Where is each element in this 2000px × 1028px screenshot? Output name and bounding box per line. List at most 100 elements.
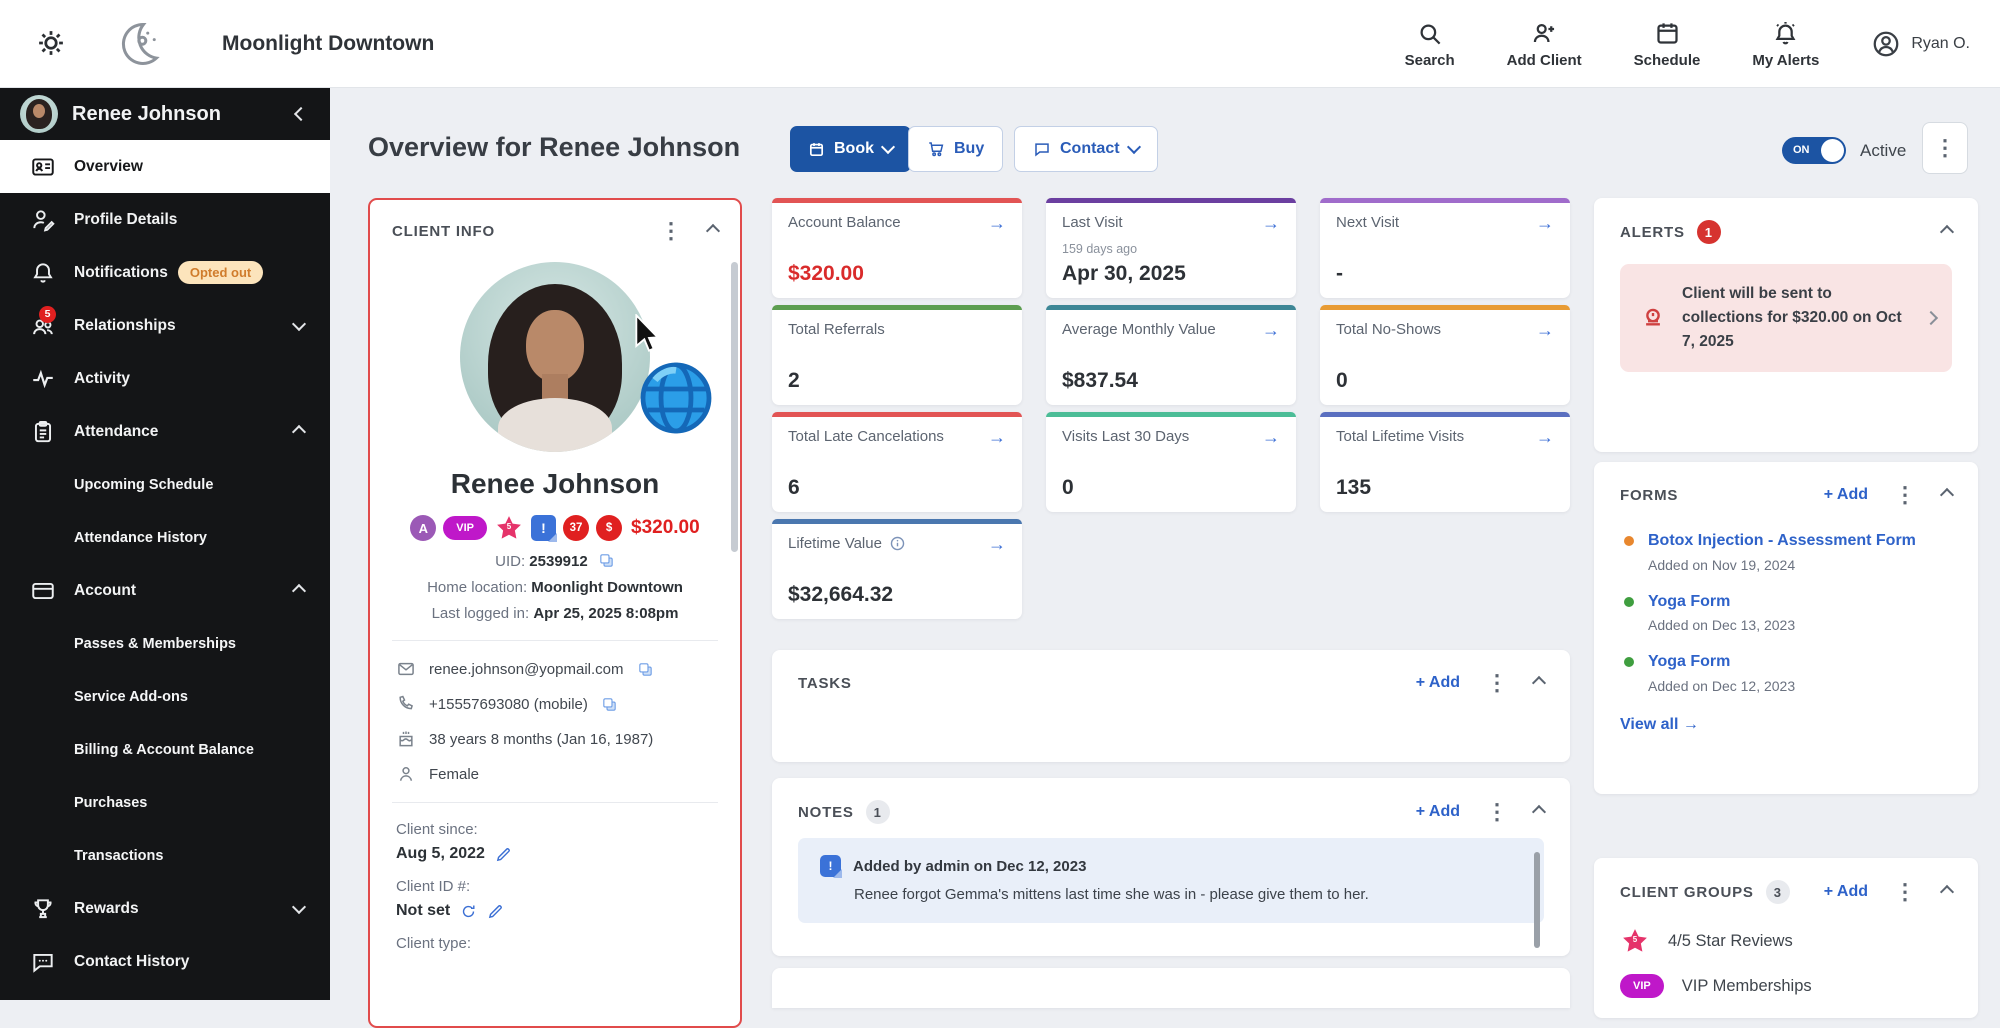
sidebar-item-overview[interactable]: Overview: [0, 140, 330, 193]
sidebar-item-profile-details[interactable]: Profile Details: [0, 193, 330, 246]
client-photo: [460, 262, 650, 452]
arrow-right-icon[interactable]: →: [988, 534, 1006, 554]
sidebar-item-notifications[interactable]: Notifications Opted out: [0, 246, 330, 299]
stat-card-total-lifetime-visits[interactable]: Total Lifetime Visits → 135: [1320, 412, 1570, 512]
my-alerts-button[interactable]: My Alerts: [1752, 20, 1819, 69]
contact-button[interactable]: Contact: [1014, 126, 1158, 172]
refresh-icon[interactable]: [460, 903, 477, 920]
chevron-down-icon[interactable]: [291, 899, 307, 914]
stat-card-total-referrals[interactable]: Total Referrals 2: [772, 305, 1022, 405]
stat-card-lifetime-value[interactable]: Lifetime Value → $32,664.32: [772, 519, 1022, 619]
arrow-right-icon[interactable]: →: [988, 213, 1006, 233]
visits-count-badge[interactable]: 37: [563, 515, 590, 541]
schedule-button[interactable]: Schedule: [1634, 20, 1700, 69]
client-card-scrollbar[interactable]: [731, 262, 738, 552]
chevron-up-icon[interactable]: [291, 424, 307, 439]
sidebar-item-account[interactable]: Account: [0, 564, 330, 617]
collections-alert[interactable]: Client will be sent to collections for $…: [1620, 264, 1952, 373]
edit-pencil-icon[interactable]: [495, 846, 512, 863]
arrow-right-icon[interactable]: →: [988, 427, 1006, 447]
client-groups-collapse-icon[interactable]: [1939, 884, 1955, 900]
balance-due-badge[interactable]: $: [596, 515, 623, 541]
client-groups-add-button[interactable]: + Add: [1823, 883, 1868, 900]
sidebar-item-service-addons[interactable]: Service Add-ons: [0, 670, 330, 723]
chevron-down-icon[interactable]: [291, 316, 307, 331]
sidebar-item-billing-account-balance[interactable]: Billing & Account Balance: [0, 723, 330, 776]
sidebar-item-attendance-history[interactable]: Attendance History: [0, 511, 330, 564]
tasks-collapse-icon[interactable]: [1531, 675, 1547, 691]
stat-card-account-balance[interactable]: Account Balance → $320.00: [772, 198, 1022, 298]
edit-pencil-icon[interactable]: [487, 903, 504, 920]
notes-collapse-icon[interactable]: [1531, 804, 1547, 820]
arrow-right-icon[interactable]: →: [1536, 213, 1554, 233]
app-logo-icon[interactable]: [36, 28, 66, 58]
stat-card-next-visit[interactable]: Next Visit → -: [1320, 198, 1570, 298]
tasks-kebab-icon[interactable]: ⋮: [1486, 670, 1508, 695]
add-client-button[interactable]: Add Client: [1507, 20, 1582, 69]
sidebar-item-upcoming-schedule[interactable]: Upcoming Schedule: [0, 458, 330, 511]
chevron-up-icon[interactable]: [291, 583, 307, 598]
pulse-icon: [30, 366, 56, 392]
active-status-toggle[interactable]: ON: [1782, 137, 1846, 164]
page-kebab-menu-button[interactable]: ⋮: [1922, 122, 1968, 174]
forms-view-all-link[interactable]: View all →: [1620, 715, 1699, 733]
client-group-item[interactable]: 5 4/5 Star Reviews: [1594, 926, 1978, 956]
sidebar-item-passes-memberships[interactable]: Passes & Memberships: [0, 617, 330, 670]
tasks-add-button[interactable]: + Add: [1415, 674, 1460, 691]
info-icon[interactable]: [889, 535, 906, 552]
notes-kebab-icon[interactable]: ⋮: [1486, 799, 1508, 824]
form-link[interactable]: Yoga Form: [1648, 592, 1731, 610]
arrow-right-icon[interactable]: →: [1262, 213, 1280, 233]
copy-icon[interactable]: [637, 661, 654, 678]
sidebar-item-activity[interactable]: Activity: [0, 352, 330, 405]
notes-scrollbar[interactable]: [1534, 852, 1540, 948]
copy-icon[interactable]: [601, 696, 618, 713]
email-value[interactable]: renee.johnson@yopmail.com: [429, 660, 624, 678]
copy-icon[interactable]: [598, 552, 615, 569]
arrow-right-icon[interactable]: →: [1536, 320, 1554, 340]
forms-kebab-icon[interactable]: ⋮: [1894, 482, 1916, 507]
client-info-collapse-icon[interactable]: [705, 223, 721, 239]
sidebar-item-contact-history[interactable]: Contact History: [0, 935, 330, 988]
arrow-right-icon[interactable]: →: [1262, 427, 1280, 447]
client-info-kebab-icon[interactable]: ⋮: [660, 218, 682, 243]
form-link[interactable]: Botox Injection - Assessment Form: [1648, 532, 1916, 549]
sidebar-item-purchases[interactable]: Purchases: [0, 776, 330, 829]
stat-card-total-late-cancelations[interactable]: Total Late Cancelations → 6: [772, 412, 1022, 512]
star-badge[interactable]: 5: [494, 513, 524, 543]
arrow-right-icon[interactable]: →: [1262, 320, 1280, 340]
page-title: Overview for Renee Johnson: [368, 132, 741, 162]
phone-row: +15557693080 (mobile): [370, 694, 740, 714]
autopay-badge[interactable]: A: [410, 515, 437, 541]
arrow-right-icon[interactable]: →: [1536, 427, 1554, 447]
phone-value[interactable]: +15557693080 (mobile): [429, 695, 588, 713]
forms-collapse-icon[interactable]: [1939, 487, 1955, 503]
globe-icon[interactable]: [640, 362, 712, 434]
sidebar-client-header[interactable]: Renee Johnson: [0, 88, 330, 140]
stat-card-visits-last-30-days[interactable]: Visits Last 30 Days → 0: [1046, 412, 1296, 512]
search-button[interactable]: Search: [1405, 20, 1455, 69]
sidebar-item-relationships[interactable]: 5 Relationships: [0, 299, 330, 352]
stat-card-last-visit[interactable]: Last Visit → 159 days ago Apr 30, 2025: [1046, 198, 1296, 298]
sidebar-item-attendance[interactable]: Attendance: [0, 405, 330, 458]
alerts-collapse-icon[interactable]: [1939, 224, 1955, 240]
form-link[interactable]: Yoga Form: [1648, 653, 1731, 671]
note-flag-badge[interactable]: !: [531, 515, 558, 542]
stat-card-total-no-shows[interactable]: Total No-Shows → 0: [1320, 305, 1570, 405]
vip-badge[interactable]: VIP: [443, 516, 488, 540]
sidebar-item-transactions[interactable]: Transactions: [0, 829, 330, 882]
sidebar-item-rewards[interactable]: Rewards: [0, 882, 330, 935]
add-label: Add: [1428, 803, 1460, 820]
stat-card-average-monthly-value[interactable]: Average Monthly Value → $837.54: [1046, 305, 1296, 405]
sidebar-item-label: Passes & Memberships: [74, 635, 236, 652]
forms-add-button[interactable]: + Add: [1823, 486, 1868, 503]
sidebar-collapse-icon[interactable]: [293, 106, 309, 122]
client-groups-kebab-icon[interactable]: ⋮: [1894, 879, 1916, 904]
client-group-item[interactable]: VIP VIP Memberships: [1594, 974, 1978, 998]
buy-button[interactable]: Buy: [908, 126, 1004, 172]
moon-brand-logo-icon: [112, 18, 164, 70]
notes-add-button[interactable]: + Add: [1415, 803, 1460, 820]
book-button[interactable]: Book: [790, 126, 911, 172]
user-menu[interactable]: Ryan O.: [1871, 29, 1970, 59]
stat-value: -: [1336, 262, 1343, 285]
